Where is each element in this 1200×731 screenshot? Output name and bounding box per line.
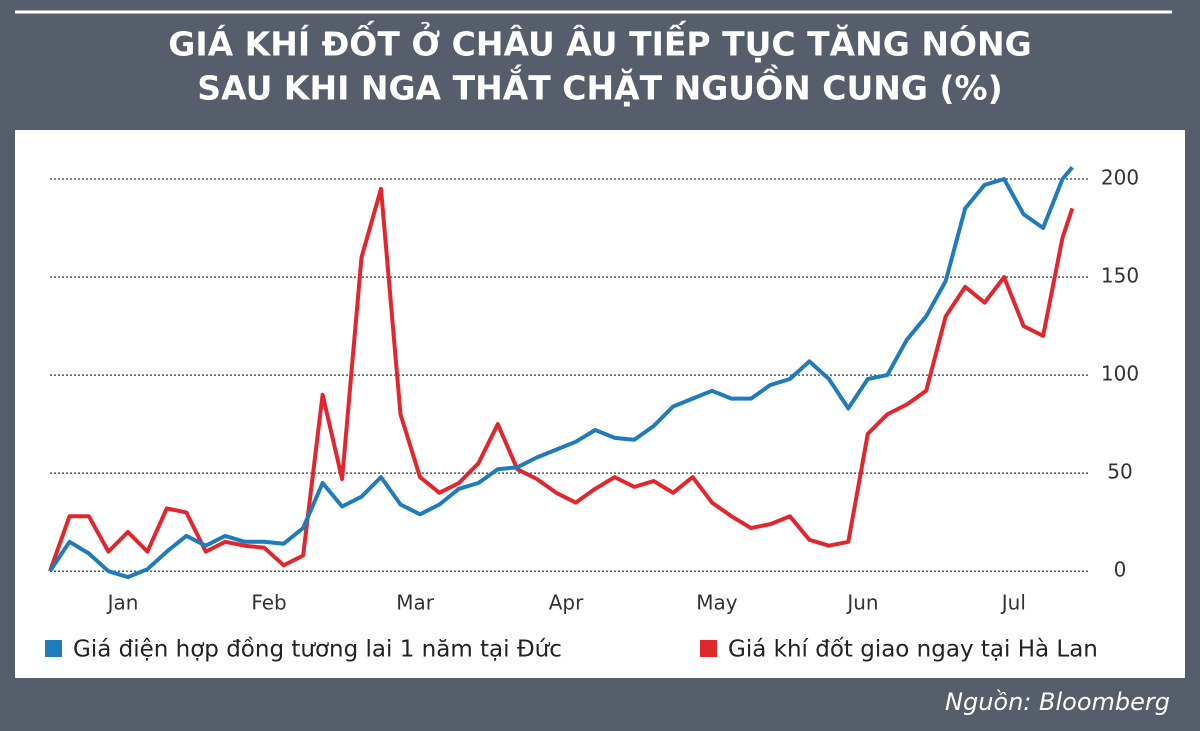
chart-title: SAU KHI NGA THẮT CHẶT NGUỒN CUNG (%) [197, 64, 1002, 108]
x-tick-label: Jan [106, 591, 139, 615]
series-line [48, 186, 1075, 572]
x-tick-label: May [696, 591, 738, 615]
chart-title: GIÁ KHÍ ĐỐT Ở CHÂU ÂU TIẾP TỤC TĂNG NÓNG [168, 19, 1031, 64]
x-tick-label: Mar [396, 591, 435, 615]
y-tick-label: 50 [1107, 460, 1132, 484]
y-tick-label: 0 [1114, 558, 1127, 582]
x-tick-label: Jul [1000, 591, 1026, 615]
legend-label: Giá khí đốt giao ngay tại Hà Lan [728, 637, 1098, 663]
plot-panel [15, 130, 1185, 678]
x-tick-label: Apr [549, 591, 584, 615]
legend-label: Giá điện hợp đồng tương lai 1 năm tại Đứ… [73, 637, 562, 663]
x-tick-label: Jun [845, 591, 878, 615]
legend-swatch [45, 640, 62, 657]
legend-swatch [700, 640, 717, 657]
series-line [48, 166, 1074, 580]
y-tick-label: 100 [1101, 362, 1139, 386]
source: Nguồn: Bloomberg [945, 688, 1170, 716]
x-tick-label: Feb [251, 591, 286, 615]
y-tick-label: 200 [1101, 166, 1139, 190]
y-tick-label: 150 [1101, 264, 1139, 288]
